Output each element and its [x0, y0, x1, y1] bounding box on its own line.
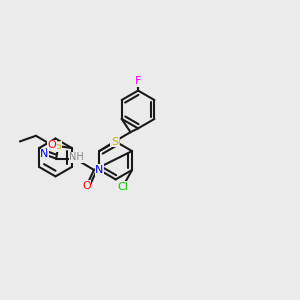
Text: S: S: [111, 136, 118, 147]
Text: F: F: [135, 76, 141, 86]
Text: NH: NH: [69, 152, 84, 162]
Text: O: O: [82, 181, 91, 191]
Text: S: S: [55, 141, 62, 151]
Text: O: O: [48, 140, 56, 150]
Text: N: N: [112, 136, 120, 147]
Text: Cl: Cl: [117, 182, 128, 192]
Text: N: N: [95, 165, 103, 175]
Text: N: N: [40, 149, 49, 159]
